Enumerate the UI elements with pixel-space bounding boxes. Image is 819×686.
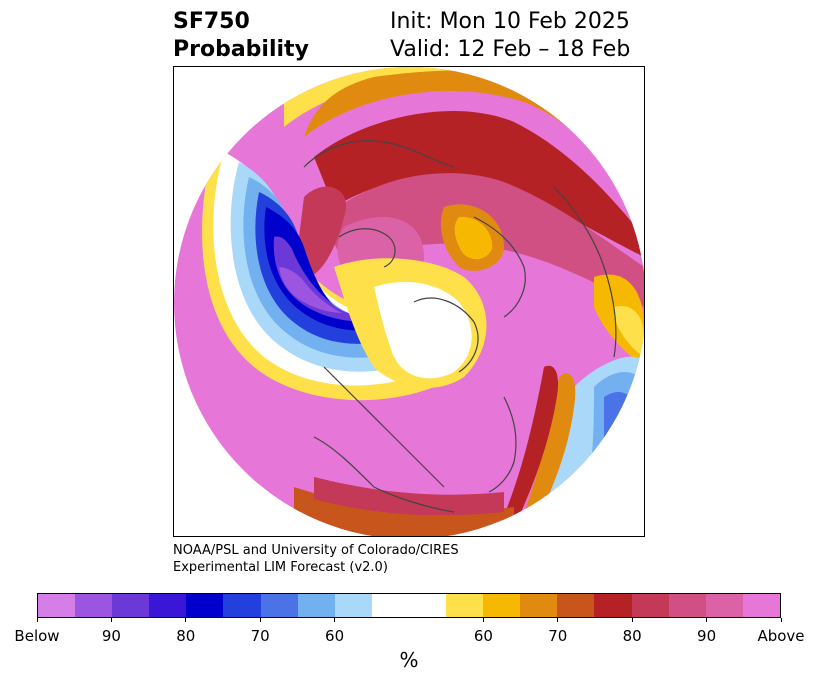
colorbar xyxy=(37,593,781,618)
init-date: Init: Mon 10 Feb 2025 xyxy=(390,9,630,34)
credit-org: NOAA/PSL and University of Colorado/CIRE… xyxy=(173,543,459,558)
colorbar-tick-label: 90 xyxy=(101,627,121,645)
colorbar-tickmark xyxy=(110,618,112,622)
band-atlantic-blue xyxy=(604,392,634,460)
colorbar-tickmark xyxy=(185,618,187,622)
colorbar-swatch xyxy=(260,594,298,617)
colorbar-tick-label: 80 xyxy=(622,627,642,645)
polar-map xyxy=(174,67,644,536)
coastlines xyxy=(303,140,617,513)
band-atlantic-edge xyxy=(519,373,576,527)
colorbar-swatch xyxy=(75,594,113,617)
colorbar-swatch xyxy=(408,594,447,617)
band-pacific-purple xyxy=(279,267,342,313)
colorbar-swatch xyxy=(186,594,224,617)
colorbar-swatch xyxy=(297,594,335,617)
band-south-red xyxy=(314,477,504,516)
colorbar-tickmark xyxy=(482,618,484,622)
band-canada-white xyxy=(374,282,472,379)
colorbar-tick-label: 60 xyxy=(325,627,345,645)
colorbar-swatch xyxy=(520,594,558,617)
colorbar-tick-label: 70 xyxy=(548,627,568,645)
colorbar-tick-label: Below xyxy=(14,627,60,645)
colorbar-tickmark xyxy=(780,618,782,622)
colorbar-swatch xyxy=(742,594,780,617)
band-atlantic-mid xyxy=(589,372,644,486)
colorbar-swatch xyxy=(594,594,632,617)
colorbar-tickmark xyxy=(631,618,633,622)
band-mideast-yellow xyxy=(614,306,644,357)
colorbar-swatch xyxy=(668,594,706,617)
band-siberia-red xyxy=(294,186,346,279)
colorbar-swatch xyxy=(149,594,187,617)
colorbar-swatch xyxy=(705,594,743,617)
band-europe-gold xyxy=(454,216,493,260)
colorbar-tickmark xyxy=(706,618,708,622)
colorbar-swatch xyxy=(631,594,669,617)
map-panel xyxy=(173,66,645,537)
credit-model: Experimental LIM Forecast (v2.0) xyxy=(173,560,388,575)
colorbar-swatch xyxy=(223,594,261,617)
title-variable: SF750 xyxy=(173,9,250,34)
chart-title: SF750 Probability xyxy=(173,8,309,64)
band-atlantic-red xyxy=(499,365,559,527)
colorbar-swatch xyxy=(112,594,150,617)
data-credit: NOAA/PSL and University of Colorado/CIRE… xyxy=(173,542,459,576)
colorbar-tickmark xyxy=(259,618,261,622)
colorbar-swatch xyxy=(38,594,76,617)
colorbar-swatch xyxy=(446,594,484,617)
colorbar-swatch xyxy=(483,594,521,617)
colorbar-tick-label: 70 xyxy=(250,627,270,645)
valid-range: Valid: 12 Feb – 18 Feb xyxy=(390,37,631,62)
colorbar-tick-label: 60 xyxy=(473,627,493,645)
colorbar-swatch xyxy=(557,594,595,617)
colorbar-tick-label: 80 xyxy=(176,627,196,645)
colorbar-tick-label: 90 xyxy=(697,627,717,645)
colorbar-swatch xyxy=(334,594,372,617)
band-eurasia-red xyxy=(314,110,644,257)
colorbar-swatch xyxy=(371,594,409,617)
colorbar-tickmark xyxy=(36,618,38,622)
title-probability: Probability xyxy=(173,37,309,62)
colorbar-tickmark xyxy=(334,618,336,622)
colorbar-tickmark xyxy=(557,618,559,622)
band-pacific-violet xyxy=(273,236,374,322)
forecast-dates: Init: Mon 10 Feb 2025 Valid: 12 Feb – 18… xyxy=(390,8,630,64)
colorbar-tick-label: Above xyxy=(757,627,805,645)
colorbar-unit: % xyxy=(399,648,419,672)
